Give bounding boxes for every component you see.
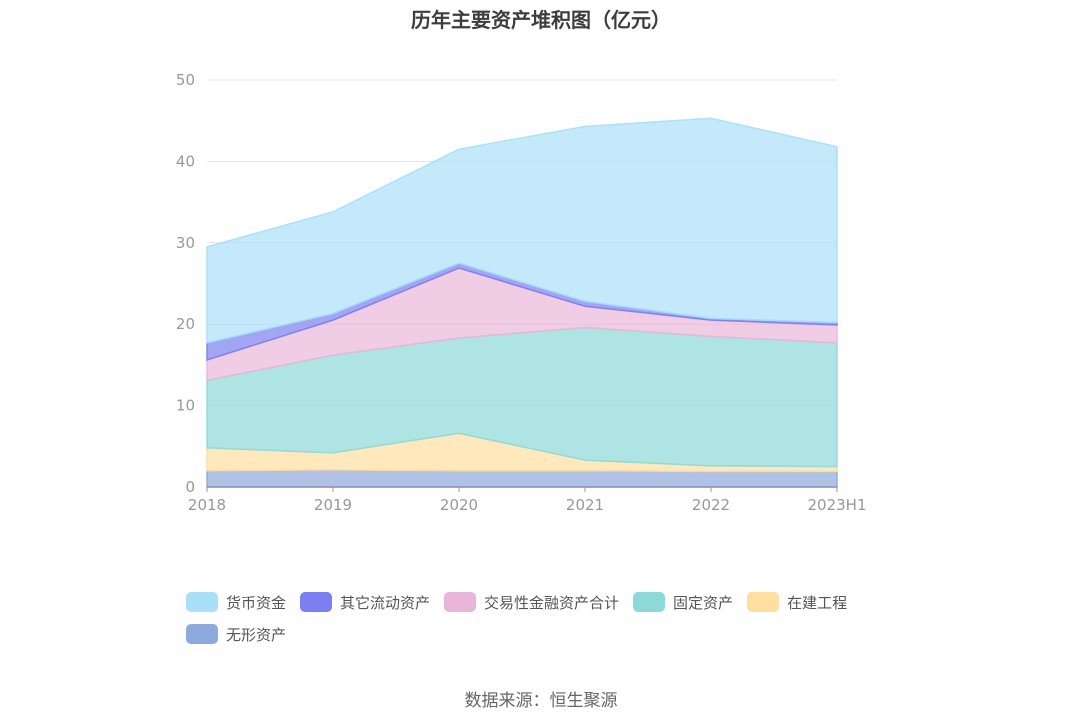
- legend-swatch: [747, 592, 780, 612]
- data-source: 数据来源：恒生聚源: [464, 691, 618, 711]
- legend-swatch: [186, 624, 218, 644]
- stacked-area-chart: 0 10 20 30 40 50 2018 2019 2020 2021 2022 2023H1: [176, 71, 867, 514]
- x-tick-label: 2018: [188, 496, 226, 514]
- legend-swatch: [633, 592, 666, 612]
- legend-swatch: [444, 592, 477, 612]
- y-tick-label: 50: [176, 71, 195, 89]
- legend-label: 在建工程: [787, 593, 848, 612]
- legend-item[interactable]: 货币资金: [186, 590, 286, 614]
- x-tick-label: 2019: [314, 496, 352, 514]
- y-tick-label: 0: [185, 478, 195, 496]
- legend-label: 其它流动资产: [340, 593, 431, 612]
- legend-label: 货币资金: [226, 593, 287, 612]
- x-tick-label: 2023H1: [808, 496, 867, 514]
- legend-label: 交易性金融资产合计: [484, 593, 620, 612]
- y-tick-label: 20: [176, 315, 195, 333]
- area-series-6[interactable]: [206, 117, 838, 344]
- legend-item[interactable]: 其它流动资产: [300, 590, 430, 614]
- legend-item[interactable]: 无形资产: [186, 622, 286, 646]
- legend-label: 无形资产: [226, 625, 287, 644]
- y-tick-label: 30: [176, 234, 195, 252]
- legend-label: 固定资产: [673, 593, 734, 612]
- area-series-1[interactable]: [206, 469, 838, 488]
- legend-item[interactable]: 交易性金融资产合计: [444, 590, 619, 614]
- x-tick-label: 2021: [566, 496, 604, 514]
- legend-swatch: [186, 592, 218, 612]
- x-tick-label: 2022: [692, 496, 730, 514]
- chart-title: 历年主要资产堆积图（亿元）: [411, 8, 671, 32]
- legend-swatch: [300, 592, 333, 612]
- chart-legend: 货币资金 其它流动资产 交易性金融资产合计 固定资产 在建工程无形资产: [186, 590, 906, 646]
- x-tick-label: 2020: [440, 496, 478, 514]
- y-tick-label: 10: [176, 397, 195, 415]
- legend-item[interactable]: 在建工程: [747, 590, 847, 614]
- legend-item[interactable]: 固定资产: [633, 590, 733, 614]
- y-tick-label: 40: [176, 152, 195, 170]
